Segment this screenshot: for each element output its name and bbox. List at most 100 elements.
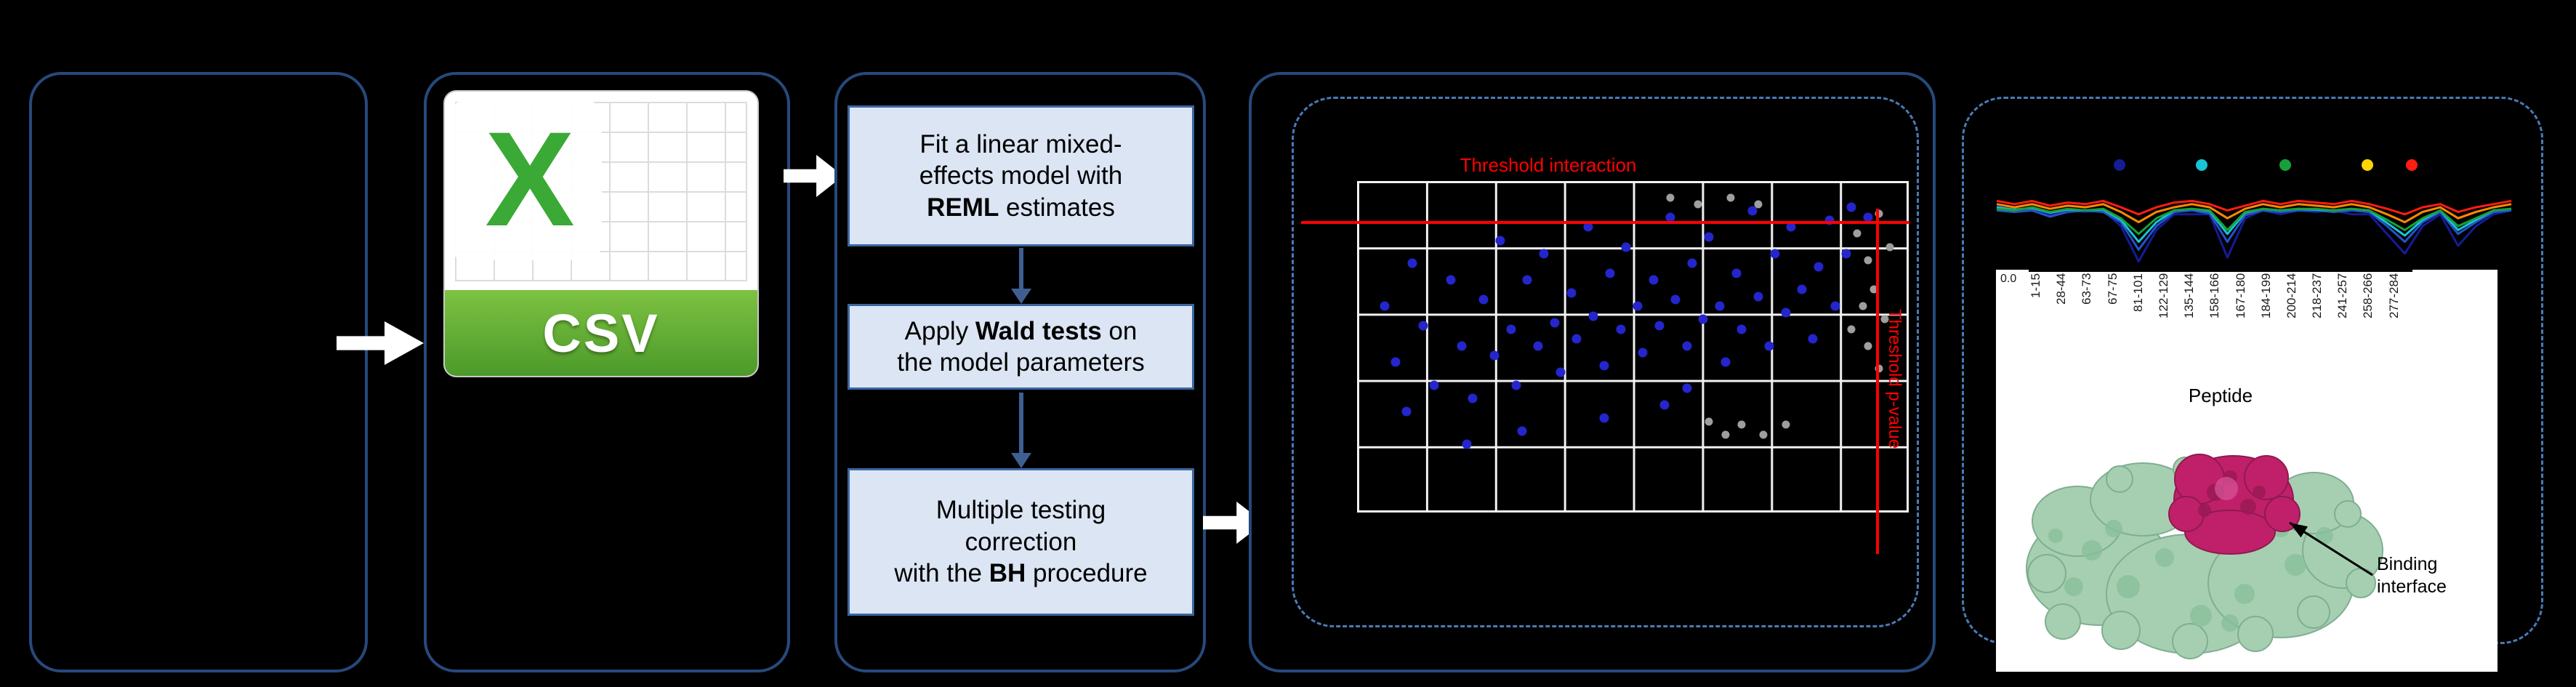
- scatter-point: [1583, 222, 1593, 232]
- scatter-point: [1753, 292, 1763, 302]
- scatter-point: [1715, 301, 1725, 311]
- scatter-point: [1654, 321, 1665, 331]
- scatter-point: [1737, 420, 1746, 429]
- scatter-point: [1539, 249, 1549, 259]
- scatter-point: [1511, 380, 1521, 390]
- profile-chart: [1996, 159, 2512, 263]
- scatter-point: [1863, 212, 1873, 222]
- scatter-point: [1390, 357, 1401, 367]
- scatter-point: [1747, 206, 1758, 216]
- scatter-point: [1462, 439, 1472, 449]
- threshold-line-horizontal: [1301, 221, 1909, 224]
- scatter-point: [1786, 222, 1796, 232]
- peptide-axis-label: Peptide: [2188, 385, 2253, 406]
- csv-file-type-badge: CSV: [445, 290, 757, 376]
- scatter-point: [1401, 406, 1412, 417]
- peptide-tick-label: 81-101: [2130, 273, 2145, 312]
- scatter-point: [1666, 193, 1675, 202]
- scatter-point: [1880, 315, 1889, 324]
- scatter-point: [1847, 325, 1856, 334]
- scatter-point: [1533, 341, 1543, 350]
- legend-marker-icon: [2114, 159, 2125, 171]
- scatter-point: [1694, 200, 1702, 209]
- scatter-point: [1468, 393, 1478, 403]
- scatter-point: [1841, 249, 1851, 259]
- scatter-point: [1764, 341, 1774, 350]
- scatter-point: [1599, 361, 1609, 371]
- scatter-point: [1759, 430, 1768, 439]
- scatter-point: [1407, 258, 1417, 268]
- scatter-point: [1808, 334, 1818, 344]
- peptide-tick-label: 277-284: [2386, 273, 2401, 319]
- scatter-point: [1754, 200, 1763, 209]
- peptide-tick-label: 158-166: [2207, 273, 2222, 319]
- scatter-point: [1720, 357, 1731, 367]
- scatter-point: [1846, 202, 1856, 212]
- reml-step-box: Fit a linear mixed- effects model with R…: [848, 105, 1194, 246]
- scatter-point: [1566, 288, 1577, 298]
- excel-logo-backplate: [449, 100, 602, 260]
- scatter-point: [1885, 243, 1894, 252]
- scatter-point: [1859, 302, 1867, 310]
- legend-marker-icon: [2406, 159, 2418, 171]
- peptide-tick-label: 67-75: [2105, 273, 2120, 305]
- scatter-point: [1489, 350, 1500, 361]
- scatter-point: [1682, 341, 1692, 350]
- threshold-pvalue-label: Threshold p-value: [1885, 309, 1904, 449]
- scatter-point: [1550, 318, 1560, 328]
- scatter-point: [1704, 232, 1714, 242]
- scatter-point: [1495, 236, 1505, 246]
- profile-line-blue: [1996, 209, 2512, 251]
- peptide-tick-label: 28-44: [2054, 273, 2069, 305]
- scatter-point: [1670, 294, 1681, 305]
- scatter-point: [1875, 364, 1883, 373]
- peptide-tick-label: 122-129: [2156, 273, 2170, 319]
- peptide-tick-label: 184-199: [2258, 273, 2273, 319]
- scatter-point: [1638, 347, 1648, 358]
- scatter-point: [1478, 294, 1489, 305]
- scatter-point: [1726, 193, 1735, 202]
- binding-site-highlight: [2215, 477, 2238, 500]
- scatter-point: [1875, 209, 1883, 218]
- bh-step-text: Multiple testing correction with the BH …: [894, 496, 1148, 588]
- scatter-point: [1605, 268, 1615, 278]
- profile-line-green: [1996, 206, 2512, 236]
- peptide-inset: 0.0 1-15 28-44 63-73 67-75 81-101 122-129 135-…: [1996, 270, 2497, 672]
- peptide-ticks: 1-15 28-44 63-73 67-75 81-101 122-129 135-144 1…: [2029, 273, 2412, 384]
- scatter-point: [1770, 249, 1780, 259]
- scatter-point: [1682, 383, 1692, 393]
- scatter-point: [1649, 275, 1659, 285]
- scatter-point: [1853, 229, 1861, 238]
- profile-line-orange: [1996, 203, 2512, 224]
- down-arrow-icon: [1019, 393, 1023, 453]
- binding-interface-label: Binding interface: [2377, 554, 2447, 597]
- scatter-point: [1429, 380, 1439, 390]
- scatter-point: [1418, 321, 1428, 331]
- scatter-point: [1517, 426, 1527, 436]
- scatter-point: [1698, 314, 1708, 324]
- threshold-interaction-label: Threshold interaction: [1460, 154, 1637, 176]
- input-panel: [29, 72, 368, 672]
- peptide-axis-line: [2029, 270, 2412, 272]
- scatter-point: [1782, 420, 1790, 429]
- peptide-tick-label: 258-266: [2361, 273, 2375, 319]
- scatter-point: [1797, 284, 1807, 294]
- volcano-dashed-frame: [1292, 97, 1919, 627]
- excel-csv-file-icon: X CSV: [443, 90, 759, 377]
- scatter-point: [1869, 285, 1878, 294]
- peptide-tick-label: 241-257: [2335, 273, 2350, 319]
- scatter-point: [1665, 212, 1675, 222]
- scatter-point: [1721, 430, 1730, 439]
- reml-step-text: Fit a linear mixed- effects model with R…: [919, 129, 1123, 222]
- legend-marker-icon: [2279, 159, 2291, 171]
- scatter-point: [1830, 301, 1840, 311]
- bh-step-box: Multiple testing correction with the BH …: [848, 468, 1194, 616]
- scatter-point: [1571, 334, 1582, 344]
- scatter-point: [1446, 275, 1456, 285]
- scatter-point: [1588, 311, 1598, 321]
- profile-line-red: [1996, 199, 2512, 216]
- excel-x-logo-icon: X: [485, 105, 575, 254]
- scatter-point: [1864, 256, 1872, 265]
- volcano-plot-area: [1357, 181, 1909, 513]
